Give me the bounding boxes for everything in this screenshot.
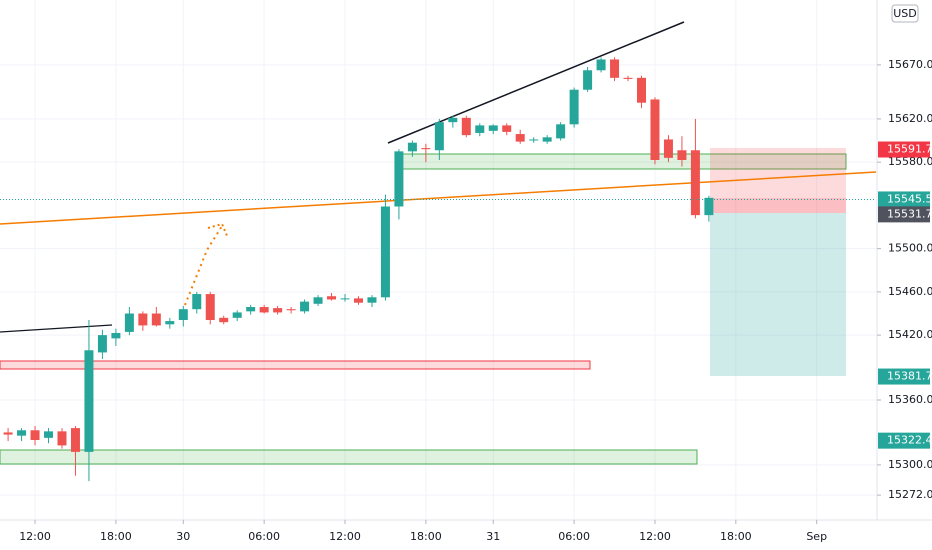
x-tick-label: 12:00 [639,530,671,543]
candle-body [488,125,498,131]
candle-body [205,294,215,320]
support-zone[interactable] [0,449,698,465]
price-tag-label: 15381.7 [887,370,932,383]
candle-body [407,142,417,152]
candle-body [475,125,485,133]
y-tick-label: 15420.0 [888,328,932,341]
x-tick-label: 18:00 [100,530,132,543]
candle-body [178,309,188,320]
y-tick-label: 15580.0 [888,155,932,168]
candle-body [192,294,202,310]
candle-body [300,301,310,312]
y-tick-label: 15500.0 [888,242,932,255]
y-tick-label: 15272.0 [888,488,932,501]
candle-body [124,313,134,332]
x-tick-label: 31 [486,530,500,543]
candle-body [367,297,377,303]
x-tick-label: 30 [176,530,190,543]
candle-body [151,313,161,326]
x-tick-label: 12:00 [329,530,361,543]
candle-body [704,197,714,216]
price-tag-label: 15322.4 [887,434,932,447]
price-tag [878,141,930,158]
candle-body [623,77,633,79]
candle-body [313,297,323,304]
candle-body [650,99,660,160]
candle-body [57,431,67,446]
price-tag-label: 15545.5 [887,192,932,205]
black-trendline-left[interactable] [0,324,113,333]
candle-body [17,430,27,436]
x-tick-label: 12:00 [19,530,51,543]
candle-body [44,431,54,438]
x-tick-label: 06:00 [248,530,280,543]
candle-body [596,59,606,71]
candle-body [421,148,431,150]
x-tick-label: 18:00 [720,530,752,543]
x-tick-label: 06:00 [558,530,590,543]
candle-body [448,117,458,123]
candle-body [327,296,337,300]
candle-body [232,312,242,318]
x-tick-label: Sep [806,530,827,543]
candle-body [111,332,121,339]
price-axis [877,0,932,550]
candle-body [542,137,552,142]
candle-body [637,77,647,103]
resistance-zone[interactable] [0,360,591,370]
candle-body [30,430,40,440]
candle-body [219,317,229,323]
price-tag-label: 15591.7 [887,143,932,156]
candle-body [690,150,700,216]
y-tick-label: 15360.0 [888,393,932,406]
candle-body [434,122,444,151]
candle-body [246,307,256,312]
candle-body [380,206,390,298]
candle-body [165,321,175,325]
stop-zone[interactable] [710,148,846,198]
candle-body [663,139,673,158]
y-tick-label: 15620.0 [888,112,932,125]
candle-body [394,151,404,207]
candle-body [515,134,525,142]
y-tick-label: 15300.0 [888,458,932,471]
orange-trendline[interactable] [0,171,877,225]
x-tick-label: 18:00 [410,530,442,543]
candle-body [677,150,687,160]
projection-arrow[interactable] [184,225,223,306]
candle-body [3,432,13,435]
candle-body [583,70,593,90]
candle-body [569,89,579,125]
stop-zone-entry[interactable] [710,198,846,213]
candle-body [273,308,283,313]
candle-body [97,335,107,353]
price-tag [878,368,930,385]
candle-body [556,124,566,139]
price-tag [878,206,930,223]
price-tag-label: 15531.7 [887,207,932,220]
candle-body [340,298,350,300]
price-tag [878,432,930,449]
candle-body [502,125,512,132]
candle-body [461,117,471,136]
candle-body [529,139,539,141]
candle-body [286,309,296,311]
y-tick-label: 15460.0 [888,285,932,298]
candle-body [84,350,94,452]
target-zone[interactable] [710,213,846,376]
currency-box[interactable] [891,4,919,23]
candle-body [138,313,148,326]
candle-body [610,59,620,78]
candle-body [70,428,80,452]
candle-body [353,298,363,303]
y-tick-label: 15670.0 [888,58,932,71]
currency: USD [893,7,917,20]
candle-body [259,307,269,313]
